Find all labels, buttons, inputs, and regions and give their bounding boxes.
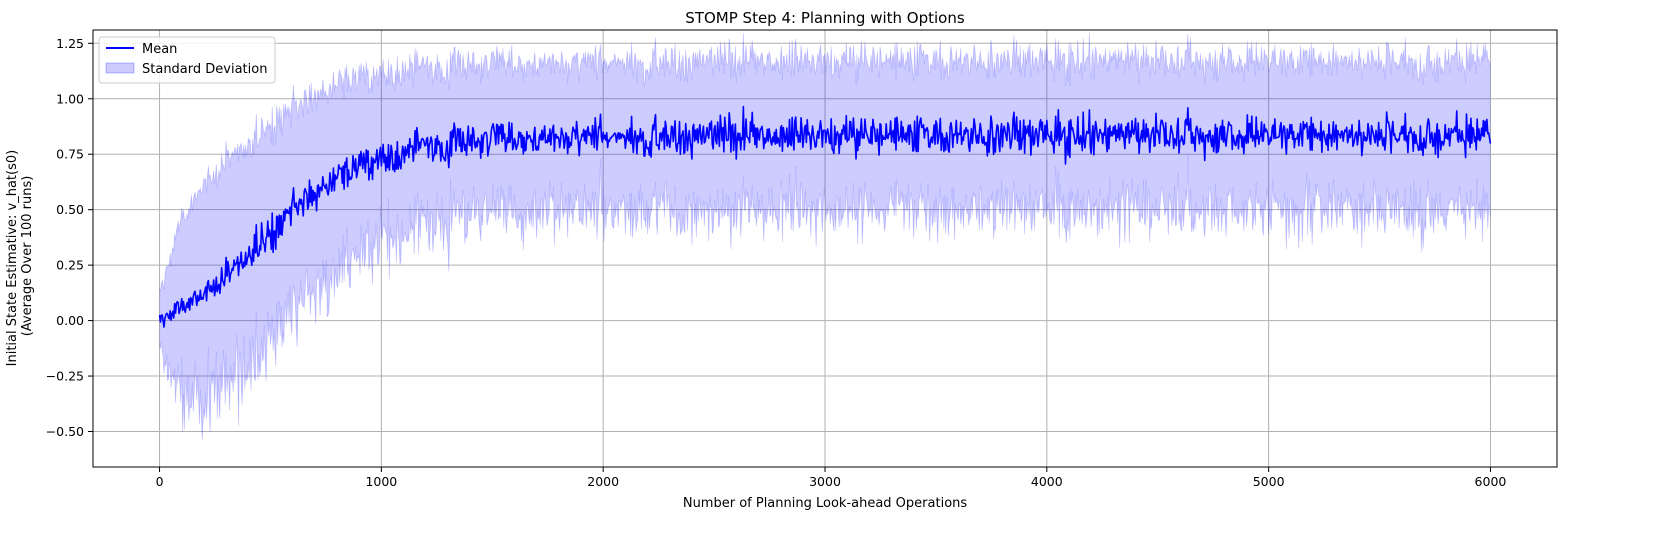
chart-title: STOMP Step 4: Planning with Options [685,9,965,27]
legend: Mean Standard Deviation [98,36,276,84]
legend-box [98,36,276,84]
legend-std-label: Standard Deviation [142,62,267,77]
y-tick-label: 0.00 [56,313,84,328]
x-tick-label: 3000 [809,474,841,489]
x-tick-label: 2000 [587,474,619,489]
x-axis-label: Number of Planning Look-ahead Operations [683,496,968,511]
x-tick-label: 5000 [1253,474,1285,489]
legend-mean-label: Mean [142,42,177,57]
legend-std-swatch [105,62,135,74]
y-tick-label: 0.25 [56,258,84,273]
x-tick-label: 0 [156,474,164,489]
y-axis-label-line-2: (Average Over 100 runs) [20,176,35,337]
std-band-upper-edge [159,32,1491,292]
x-tick-label: 4000 [1031,474,1063,489]
y-tick-label: 0.50 [56,202,84,217]
grid [93,30,1557,467]
y-tick-label: 0.75 [56,147,84,162]
y-axis-label-line-1: Initial State Estimative: v_hat(s0) [5,150,20,367]
std-band-lower-edge [159,155,1491,440]
ticks: 0 1000 2000 3000 4000 5000 6000 −0.50 −0.25 0.00 0… [46,36,1507,489]
y-axis-label: Initial State Estimative: v_hat(s0) (Ave… [5,146,35,367]
y-tick-label: 1.25 [56,36,84,51]
mean-line [158,105,1492,328]
x-tick-label: 6000 [1475,474,1507,489]
x-tick-label: 1000 [365,474,397,489]
y-tick-label: 1.00 [56,91,84,106]
y-tick-label: −0.50 [46,424,84,439]
y-tick-label: −0.25 [46,369,84,384]
mean-line-layer [158,105,1492,328]
